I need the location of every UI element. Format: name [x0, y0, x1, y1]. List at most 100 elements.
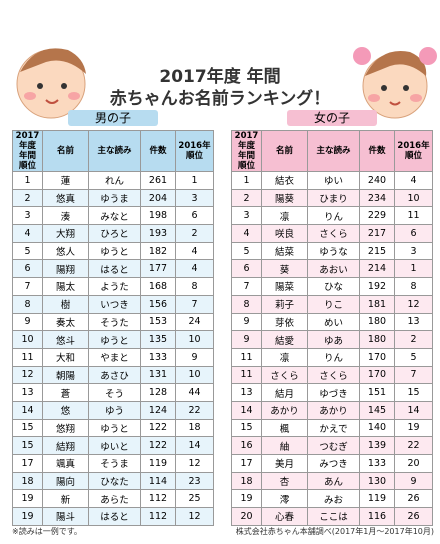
cell: 204 — [140, 188, 176, 208]
note: ※読みは一例です。 — [12, 527, 82, 536]
boy-face — [16, 48, 86, 119]
cell: 2 — [231, 188, 262, 208]
cell: 2 — [12, 188, 43, 208]
cell: 奏太 — [42, 312, 89, 332]
cell: 26 — [394, 507, 433, 526]
cell: ひなた — [88, 471, 141, 491]
cell: りん — [307, 206, 360, 226]
cell: 朝陽 — [42, 365, 89, 385]
cell: 陽斗 — [42, 507, 89, 526]
cell: りこ — [307, 294, 360, 314]
cell: 樹 — [42, 294, 89, 314]
cell: 20 — [394, 454, 433, 473]
table-row: 15 悠翔 ゆうと 122 18 — [12, 418, 214, 438]
cell: 131 — [140, 365, 176, 385]
table-row: 14 あかり あかり 145 14 — [231, 400, 433, 420]
cell: 214 — [359, 259, 395, 279]
cell: 177 — [140, 259, 176, 279]
cell: 180 — [359, 312, 395, 332]
cell: 6 — [231, 259, 262, 279]
cell: 陽翔 — [42, 259, 89, 279]
column-header: 2016年 順位 — [394, 130, 433, 172]
table-row: 19 新あらた 112 25 — [12, 489, 214, 509]
cell: 18 — [175, 418, 214, 438]
girl-face — [353, 47, 437, 119]
cell: 198 — [140, 206, 176, 226]
cell: 130 — [359, 471, 395, 491]
cell: 15 — [12, 418, 43, 438]
cell: 20 — [231, 507, 262, 526]
cell: そう — [88, 383, 141, 402]
cell: 陽向 — [42, 471, 89, 491]
cell: ゆいと — [88, 436, 141, 455]
cell: 140 — [359, 418, 395, 438]
cell: 24 — [175, 312, 214, 332]
cell: 15 — [394, 383, 433, 402]
cell: あおい — [307, 259, 360, 279]
cell: 112 — [140, 507, 176, 526]
cell: ゆうな — [307, 241, 360, 261]
column-header: 件数 — [359, 130, 395, 172]
cell: 229 — [359, 206, 395, 226]
cell: 261 — [140, 171, 176, 190]
cell: 11 — [231, 347, 262, 367]
cell: 10 — [12, 330, 43, 349]
cell: 240 — [359, 171, 395, 190]
cell: 6 — [175, 206, 214, 226]
cell: 悠真 — [42, 188, 89, 208]
cell: 192 — [359, 277, 395, 296]
column-header: 2017年度 年間 順位 — [231, 130, 262, 172]
cell: 2 — [175, 224, 214, 243]
cell: そうま — [88, 454, 141, 473]
cell: 3 — [231, 206, 262, 226]
cell: 杏 — [261, 471, 308, 491]
cell: 結菜 — [261, 241, 308, 261]
cell: 大翔 — [42, 224, 89, 243]
cell: 4 — [175, 259, 214, 279]
table-row: 2 陽葵 ひまり 234 10 — [231, 188, 433, 208]
cell: 結月 — [261, 383, 308, 402]
cell: 139 — [359, 436, 395, 455]
cell: 12 — [12, 365, 43, 385]
cell: 10 — [394, 188, 433, 208]
cell: 悠斗 — [42, 330, 89, 349]
table-row: 4 咲良 さくら 217 6 — [231, 224, 433, 243]
cell: 114 — [140, 471, 176, 491]
cell: 3 — [394, 241, 433, 261]
cell: ひな — [307, 277, 360, 296]
cell: 蒼 — [42, 383, 89, 402]
cell: 蓮 — [42, 171, 89, 190]
cell: 26 — [394, 489, 433, 509]
table-row: 6 陽翔 はると 177 4 — [12, 259, 214, 279]
cell: 14 — [12, 400, 43, 420]
ranking-table: 2017年度 年間 順位 名前 主な読み 件数 2016年 順位 1 結衣 ゆい 240 4 2 陽葵… — [231, 130, 433, 526]
cell: 13 — [231, 383, 262, 402]
cell: 新 — [42, 489, 89, 509]
column-header: 主な読み — [88, 130, 141, 172]
cell: 楓 — [261, 418, 308, 438]
table-row: 5 結菜 ゆうな 215 3 — [231, 241, 433, 261]
table-row: 14 悠ゆう 124 22 — [12, 400, 214, 420]
cell: 12 — [394, 294, 433, 314]
cell: 4 — [394, 171, 433, 190]
table-row: 2 悠真 ゆうま 204 3 — [12, 188, 214, 208]
cell: さくら — [307, 365, 360, 385]
column-header: 名前 — [261, 130, 308, 172]
table-row: 17 美月 みつき 133 20 — [231, 454, 433, 473]
cell: れん — [88, 171, 141, 190]
cell: 7 — [12, 277, 43, 296]
cell: 4 — [175, 241, 214, 261]
cell: 44 — [175, 383, 214, 402]
cell: 8 — [175, 277, 214, 296]
cell: 151 — [359, 383, 395, 402]
cell: めい — [307, 312, 360, 332]
column-header: 2017年度 年間 順位 — [12, 130, 43, 172]
cell: みお — [307, 489, 360, 509]
cell: 170 — [359, 365, 395, 385]
table-row: 19 陽斗 はると 112 12 — [12, 507, 214, 526]
section-label: 女の子 — [287, 110, 377, 126]
cell: 大和 — [42, 347, 89, 367]
cell: 128 — [140, 383, 176, 402]
table-row: 18 杏あん 130 9 — [231, 471, 433, 491]
